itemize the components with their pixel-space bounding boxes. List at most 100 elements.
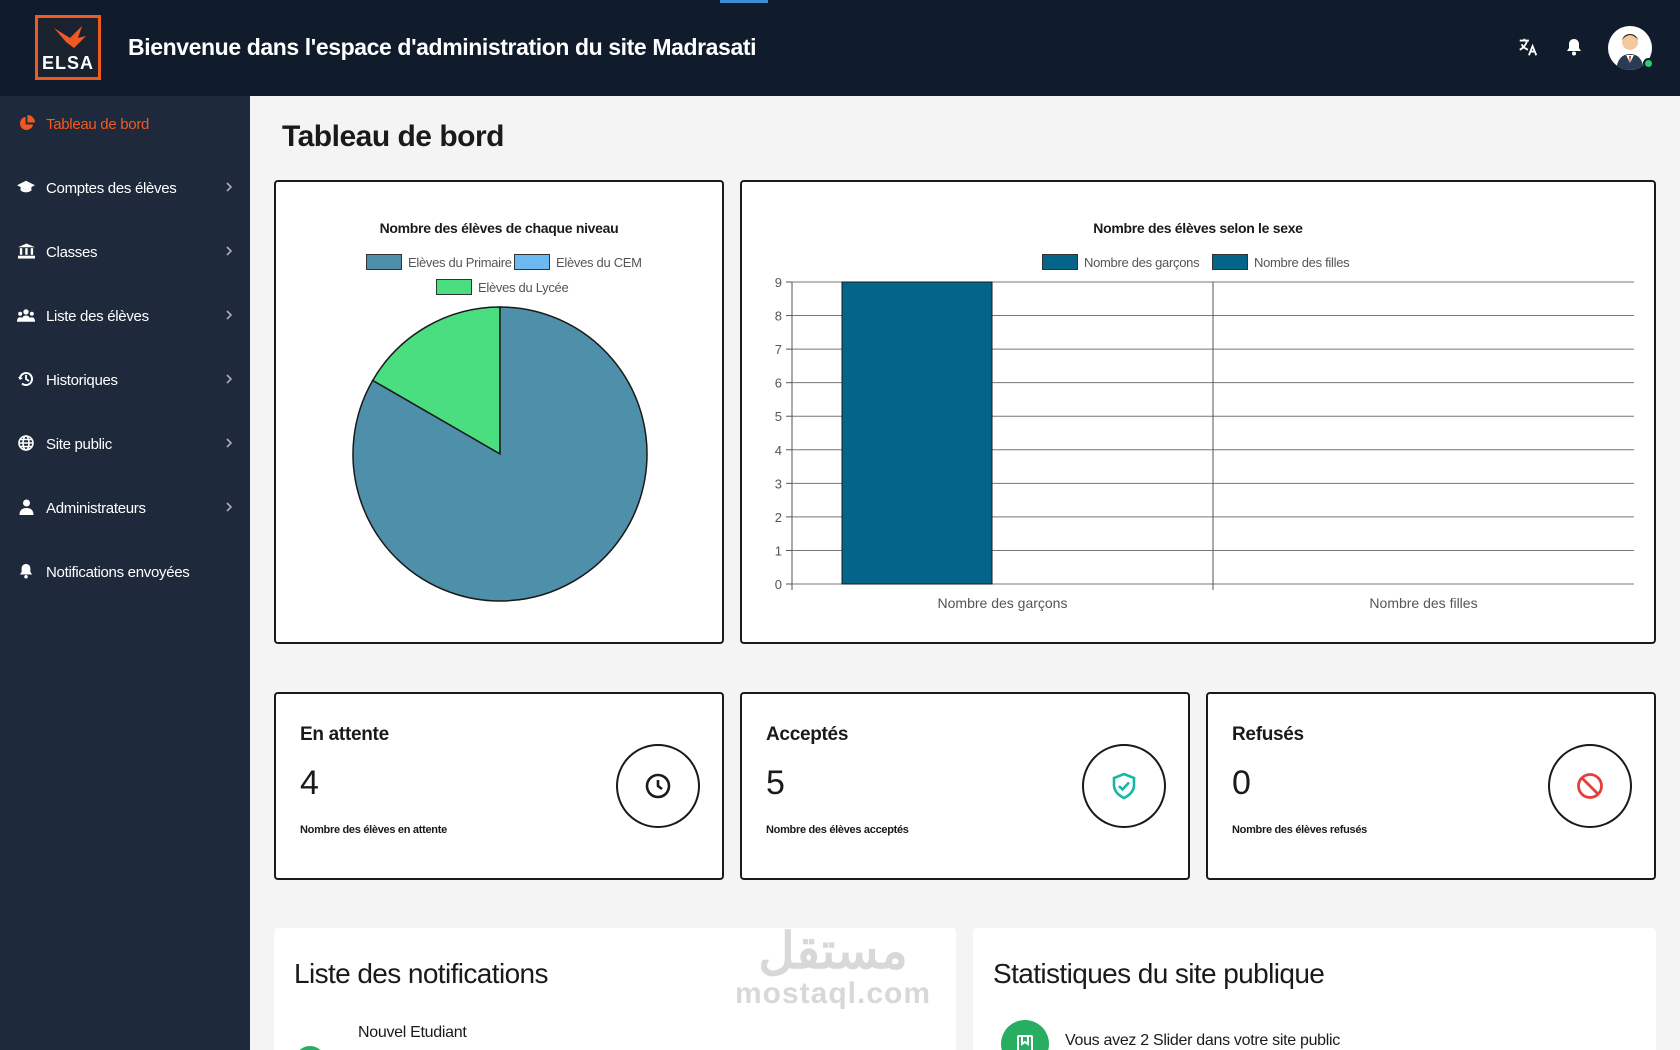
online-status-dot xyxy=(1643,58,1654,69)
sidebar-item-public-site[interactable]: Site public xyxy=(0,424,250,464)
translate-icon[interactable] xyxy=(1516,35,1540,59)
legend-label: Nombre des filles xyxy=(1254,254,1350,270)
y-tick-label: 5 xyxy=(775,409,782,424)
legend-item-girls[interactable]: Nombre des filles xyxy=(1212,254,1350,270)
stat-card-refused: Refusés 0 Nombre des élèves refusés xyxy=(1206,692,1656,880)
sidebar-item-label: Historiques xyxy=(46,372,118,389)
x-tick-label: Nombre des garçons xyxy=(938,595,1068,611)
sidebar-item-dashboard[interactable]: Tableau de bord xyxy=(0,104,250,144)
stat-value: 5 xyxy=(766,764,785,802)
legend-label: Elèves du Primaire xyxy=(408,254,512,270)
legend-swatch xyxy=(366,254,402,270)
header-title: Bienvenue dans l'espace d'administration… xyxy=(128,34,757,60)
stat-title: Refusés xyxy=(1232,724,1304,745)
bird-logo-icon xyxy=(54,26,86,48)
clock-icon xyxy=(616,744,700,828)
sidebar-item-label: Liste des élèves xyxy=(46,308,149,325)
y-tick-label: 8 xyxy=(775,309,782,324)
chart-title: Nombre des élèves de chaque niveau xyxy=(379,220,619,236)
bell-icon[interactable] xyxy=(1562,35,1586,59)
watermark-latin: mostaql.com xyxy=(735,977,932,1010)
stat-title: Acceptés xyxy=(766,724,849,745)
sidebar-item-history[interactable]: Historiques xyxy=(0,360,250,400)
chevron-right-icon xyxy=(226,502,233,512)
bell-icon xyxy=(17,562,35,580)
legend-item-primary[interactable]: Elèves du Primaire xyxy=(366,254,512,270)
y-tick-label: 7 xyxy=(775,342,782,357)
legend-label: Elèves du Lycée xyxy=(478,279,569,295)
chevron-right-icon xyxy=(226,310,233,320)
sidebar-item-administrators[interactable]: Administrateurs xyxy=(0,488,250,528)
pie-chart-icon xyxy=(17,114,35,132)
user-avatar[interactable] xyxy=(1608,26,1652,70)
y-tick-label: 2 xyxy=(775,510,782,525)
sidebar-item-label: Administrateurs xyxy=(46,500,146,517)
sidebar-item-label: Classes xyxy=(46,244,98,261)
y-tick-label: 0 xyxy=(775,577,782,592)
watermark-arabic: مستقل xyxy=(758,923,908,979)
stat-card-accepted: Acceptés 5 Nombre des élèves acceptés xyxy=(740,692,1190,880)
stat-value: 0 xyxy=(1232,764,1251,802)
bar-chart: 0 1 2 3 4 5 6 7 8 9 Nombre des garçons Nombre des f… xyxy=(775,275,1634,611)
globe-icon xyxy=(17,434,35,452)
pie-slice[interactable] xyxy=(352,306,648,602)
pie-slice[interactable] xyxy=(371,306,501,456)
chart-title: Nombre des élèves selon le sexe xyxy=(1093,220,1303,236)
bar[interactable] xyxy=(841,281,993,585)
site-stat-item: Vous avez 2 Slider dans votre site publi… xyxy=(1065,1032,1340,1049)
y-tick-label: 1 xyxy=(775,543,782,558)
legend-swatch xyxy=(514,254,550,270)
bank-icon xyxy=(17,242,35,260)
notification-item[interactable]: Nouvel Etudiant xyxy=(358,1024,467,1041)
stat-subtitle: Nombre des élèves en attente xyxy=(300,824,447,836)
y-tick-label: 6 xyxy=(775,376,782,391)
shield-check-icon xyxy=(1082,744,1166,828)
stat-value: 4 xyxy=(300,764,319,802)
legend-swatch xyxy=(1042,254,1078,270)
logo-text: ELSA xyxy=(41,53,94,73)
sidebar-item-label: Comptes des élèves xyxy=(46,180,177,197)
y-tick-label: 3 xyxy=(775,476,782,491)
chevron-right-icon xyxy=(226,182,233,192)
chevron-right-icon xyxy=(226,438,233,448)
legend-item-boys[interactable]: Nombre des garçons xyxy=(1042,254,1200,270)
stat-subtitle: Nombre des élèves acceptés xyxy=(766,824,909,836)
pie-chart xyxy=(352,306,648,602)
y-tick-label: 9 xyxy=(775,275,782,290)
pie-chart-card: Nombre des élèves de chaque niveau Elève… xyxy=(274,180,724,644)
site-stats-panel: Statistiques du site publique Vous avez … xyxy=(973,928,1656,1050)
page-title: Tableau de bord xyxy=(282,120,504,153)
sidebar-item-label: Notifications envoyées xyxy=(46,564,190,581)
stat-card-pending: En attente 4 Nombre des élèves en attent… xyxy=(274,692,724,880)
bar-chart-card: Nombre des élèves selon le sexe Nombre d… xyxy=(740,180,1656,644)
sidebar-item-classes[interactable]: Classes xyxy=(0,232,250,272)
top-accent-bar xyxy=(720,0,768,3)
history-icon xyxy=(17,370,35,388)
slider-icon xyxy=(1001,1020,1049,1050)
sidebar-item-label: Site public xyxy=(46,436,112,453)
elsa-logo[interactable]: ELSA xyxy=(35,15,101,80)
y-tick-label: 4 xyxy=(775,443,782,458)
stat-title: En attente xyxy=(300,724,389,745)
user-icon xyxy=(17,498,35,516)
sidebar-item-student-accounts[interactable]: Comptes des élèves xyxy=(0,168,250,208)
legend-swatch xyxy=(436,279,472,295)
sidebar-item-sent-notifications[interactable]: Notifications envoyées xyxy=(0,552,250,592)
notifications-panel: Liste des notifications Nouvel Etudiant xyxy=(274,928,956,1050)
users-icon xyxy=(17,306,35,324)
sidebar: Tableau de bord Comptes des élèves Class… xyxy=(0,96,250,1050)
legend-item-lycee[interactable]: Elèves du Lycée xyxy=(436,279,569,295)
panel-title: Statistiques du site publique xyxy=(993,958,1325,989)
legend-item-cem[interactable]: Elèves du CEM xyxy=(514,254,642,270)
watermark: مستقل mostaql.com xyxy=(735,925,931,1011)
legend-label: Nombre des garçons xyxy=(1084,254,1200,270)
x-tick-label: Nombre des filles xyxy=(1369,595,1477,611)
panel-title: Liste des notifications xyxy=(294,958,549,989)
sidebar-item-student-list[interactable]: Liste des élèves xyxy=(0,296,250,336)
chevron-right-icon xyxy=(226,246,233,256)
graduation-cap-icon xyxy=(17,178,35,196)
notification-user-icon xyxy=(294,1046,326,1050)
top-header: ELSA Bienvenue dans l'espace d'administr… xyxy=(0,0,1680,96)
legend-swatch xyxy=(1212,254,1248,270)
sidebar-item-label: Tableau de bord xyxy=(46,116,150,133)
